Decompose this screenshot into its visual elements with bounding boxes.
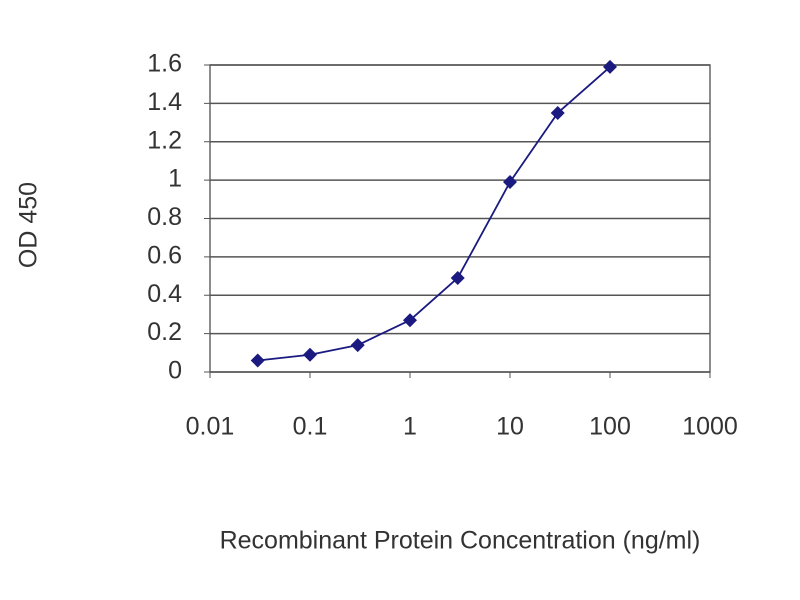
x-tick-label: 0.01 (186, 413, 235, 441)
data-point (303, 347, 317, 362)
series-line (257, 66, 611, 362)
data-point (250, 353, 265, 368)
x-tick-label: 0.1 (293, 413, 328, 441)
data-point (603, 59, 617, 74)
y-tick-label: 1.4 (147, 88, 182, 116)
y-tick-label: 0 (168, 357, 182, 385)
data-point (550, 105, 565, 120)
data-point (450, 270, 465, 285)
y-axis-label: OD 450 (15, 182, 43, 268)
x-tick-label: 100 (589, 413, 631, 441)
data-point (403, 313, 417, 328)
y-tick-label: 1 (168, 165, 182, 193)
y-tick-label: 1.6 (147, 50, 182, 78)
x-tick-label: 10 (496, 413, 524, 441)
y-tick-label: 1.2 (147, 126, 182, 154)
data-point (503, 175, 517, 190)
x-axis-label: Recombinant Protein Concentration (ng/ml… (220, 527, 701, 555)
y-tick-label: 0.2 (147, 318, 182, 346)
y-tick-label: 0.6 (147, 241, 182, 269)
x-tick-label: 1000 (682, 413, 738, 441)
x-tick-label: 1 (403, 413, 417, 441)
data-point (350, 338, 365, 353)
y-tick-label: 0.4 (147, 280, 182, 308)
y-tick-label: 0.8 (147, 203, 182, 231)
